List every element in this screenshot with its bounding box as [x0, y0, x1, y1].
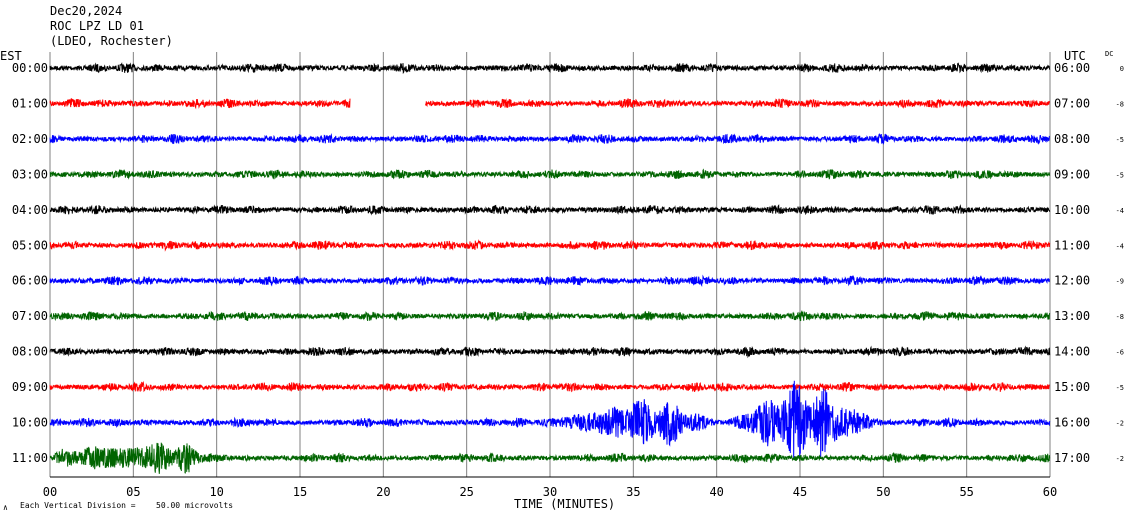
row-label-utc: 17:00	[1054, 451, 1090, 465]
trace-line	[49, 168, 1051, 180]
header-station: ROC LPZ LD 01	[50, 19, 144, 33]
row-label-dc: -2	[1116, 455, 1124, 463]
row-label-dc: -2	[1116, 420, 1124, 428]
row-label-dc: -5	[1116, 171, 1124, 179]
x-tick-label: 35	[626, 485, 640, 499]
trace-line	[49, 309, 1051, 322]
x-tick-label: 45	[793, 485, 807, 499]
row-label-est: 04:00	[12, 203, 48, 217]
scale-value: 50.00 microvolts	[156, 501, 233, 510]
right-timezone-label: UTC	[1064, 49, 1086, 63]
dc-label: DC	[1105, 50, 1113, 58]
x-tick-label: 50	[876, 485, 890, 499]
row-label-est: 07:00	[12, 309, 48, 323]
row-label-utc: 11:00	[1054, 238, 1090, 252]
trace-line	[49, 442, 1051, 474]
row-label-dc: -4	[1116, 242, 1124, 250]
row-label-utc: 15:00	[1054, 380, 1090, 394]
left-timezone-label: EST	[0, 49, 22, 63]
x-tick-label: 15	[293, 485, 307, 499]
row-label-dc: -6	[1116, 349, 1124, 357]
row-label-est: 10:00	[12, 416, 48, 430]
row-label-dc: -4	[1116, 207, 1124, 215]
trace-line	[49, 97, 1051, 110]
row-label-utc: 09:00	[1054, 167, 1090, 181]
x-tick-label: 20	[376, 485, 390, 499]
row-label-est: 06:00	[12, 274, 48, 288]
x-tick-label: 00	[43, 485, 57, 499]
row-label-dc: -5	[1116, 384, 1124, 392]
trace-line	[49, 274, 1050, 288]
row-label-est: 08:00	[12, 345, 48, 359]
trace-line	[49, 204, 1051, 216]
header-network: (LDEO, Rochester)	[50, 34, 173, 48]
plot-grid	[49, 52, 1051, 478]
row-label-est: 03:00	[12, 167, 48, 181]
x-tick-label: 05	[126, 485, 140, 499]
trace-line	[49, 62, 1051, 75]
row-label-utc: 14:00	[1054, 345, 1090, 359]
row-label-utc: 06:00	[1054, 61, 1090, 75]
row-label-dc: -9	[1116, 278, 1124, 286]
trace-line	[49, 239, 1051, 252]
header-date: Dec20,2024	[50, 4, 122, 18]
row-label-dc: -8	[1116, 100, 1124, 108]
row-label-est: 02:00	[12, 132, 48, 146]
x-tick-label: 30	[543, 485, 557, 499]
x-axis-ticks: 00 05 10 15 20 25 30 35 40 45 50 55 60	[43, 485, 1057, 499]
row-label-est: 11:00	[12, 451, 48, 465]
row-label-est: 09:00	[12, 380, 48, 394]
row-label-utc: 10:00	[1054, 203, 1090, 217]
trace-line	[49, 132, 1051, 145]
x-tick-label: 40	[709, 485, 723, 499]
x-tick-label: 25	[459, 485, 473, 499]
row-label-dc: -8	[1116, 313, 1124, 321]
scale-note: Each Vertical Division =	[20, 501, 136, 510]
row-label-utc: 08:00	[1054, 132, 1090, 146]
row-label-est: 00:00	[12, 61, 48, 75]
row-label-utc: 13:00	[1054, 309, 1090, 323]
trace-group	[49, 62, 1051, 474]
trace-line	[49, 380, 1050, 393]
trace-line	[49, 380, 1051, 460]
row-label-utc: 12:00	[1054, 274, 1090, 288]
trace-line	[49, 345, 1051, 359]
row-label-dc: 0	[1120, 65, 1124, 73]
row-label-est: 05:00	[12, 238, 48, 252]
x-tick-label: 55	[959, 485, 973, 499]
x-tick-label: 10	[209, 485, 223, 499]
corner-mark: ∧	[3, 503, 8, 512]
x-tick-label: 60	[1043, 485, 1057, 499]
row-label-dc: -5	[1116, 136, 1124, 144]
row-label-utc: 07:00	[1054, 96, 1090, 110]
x-axis-label: TIME (MINUTES)	[514, 497, 615, 511]
row-label-est: 01:00	[12, 96, 48, 110]
row-label-utc: 16:00	[1054, 416, 1090, 430]
row-labels: 00:00 06:00 0 01:00 07:00 -8 02:00 08:00 -5 03:00…	[12, 61, 1124, 465]
